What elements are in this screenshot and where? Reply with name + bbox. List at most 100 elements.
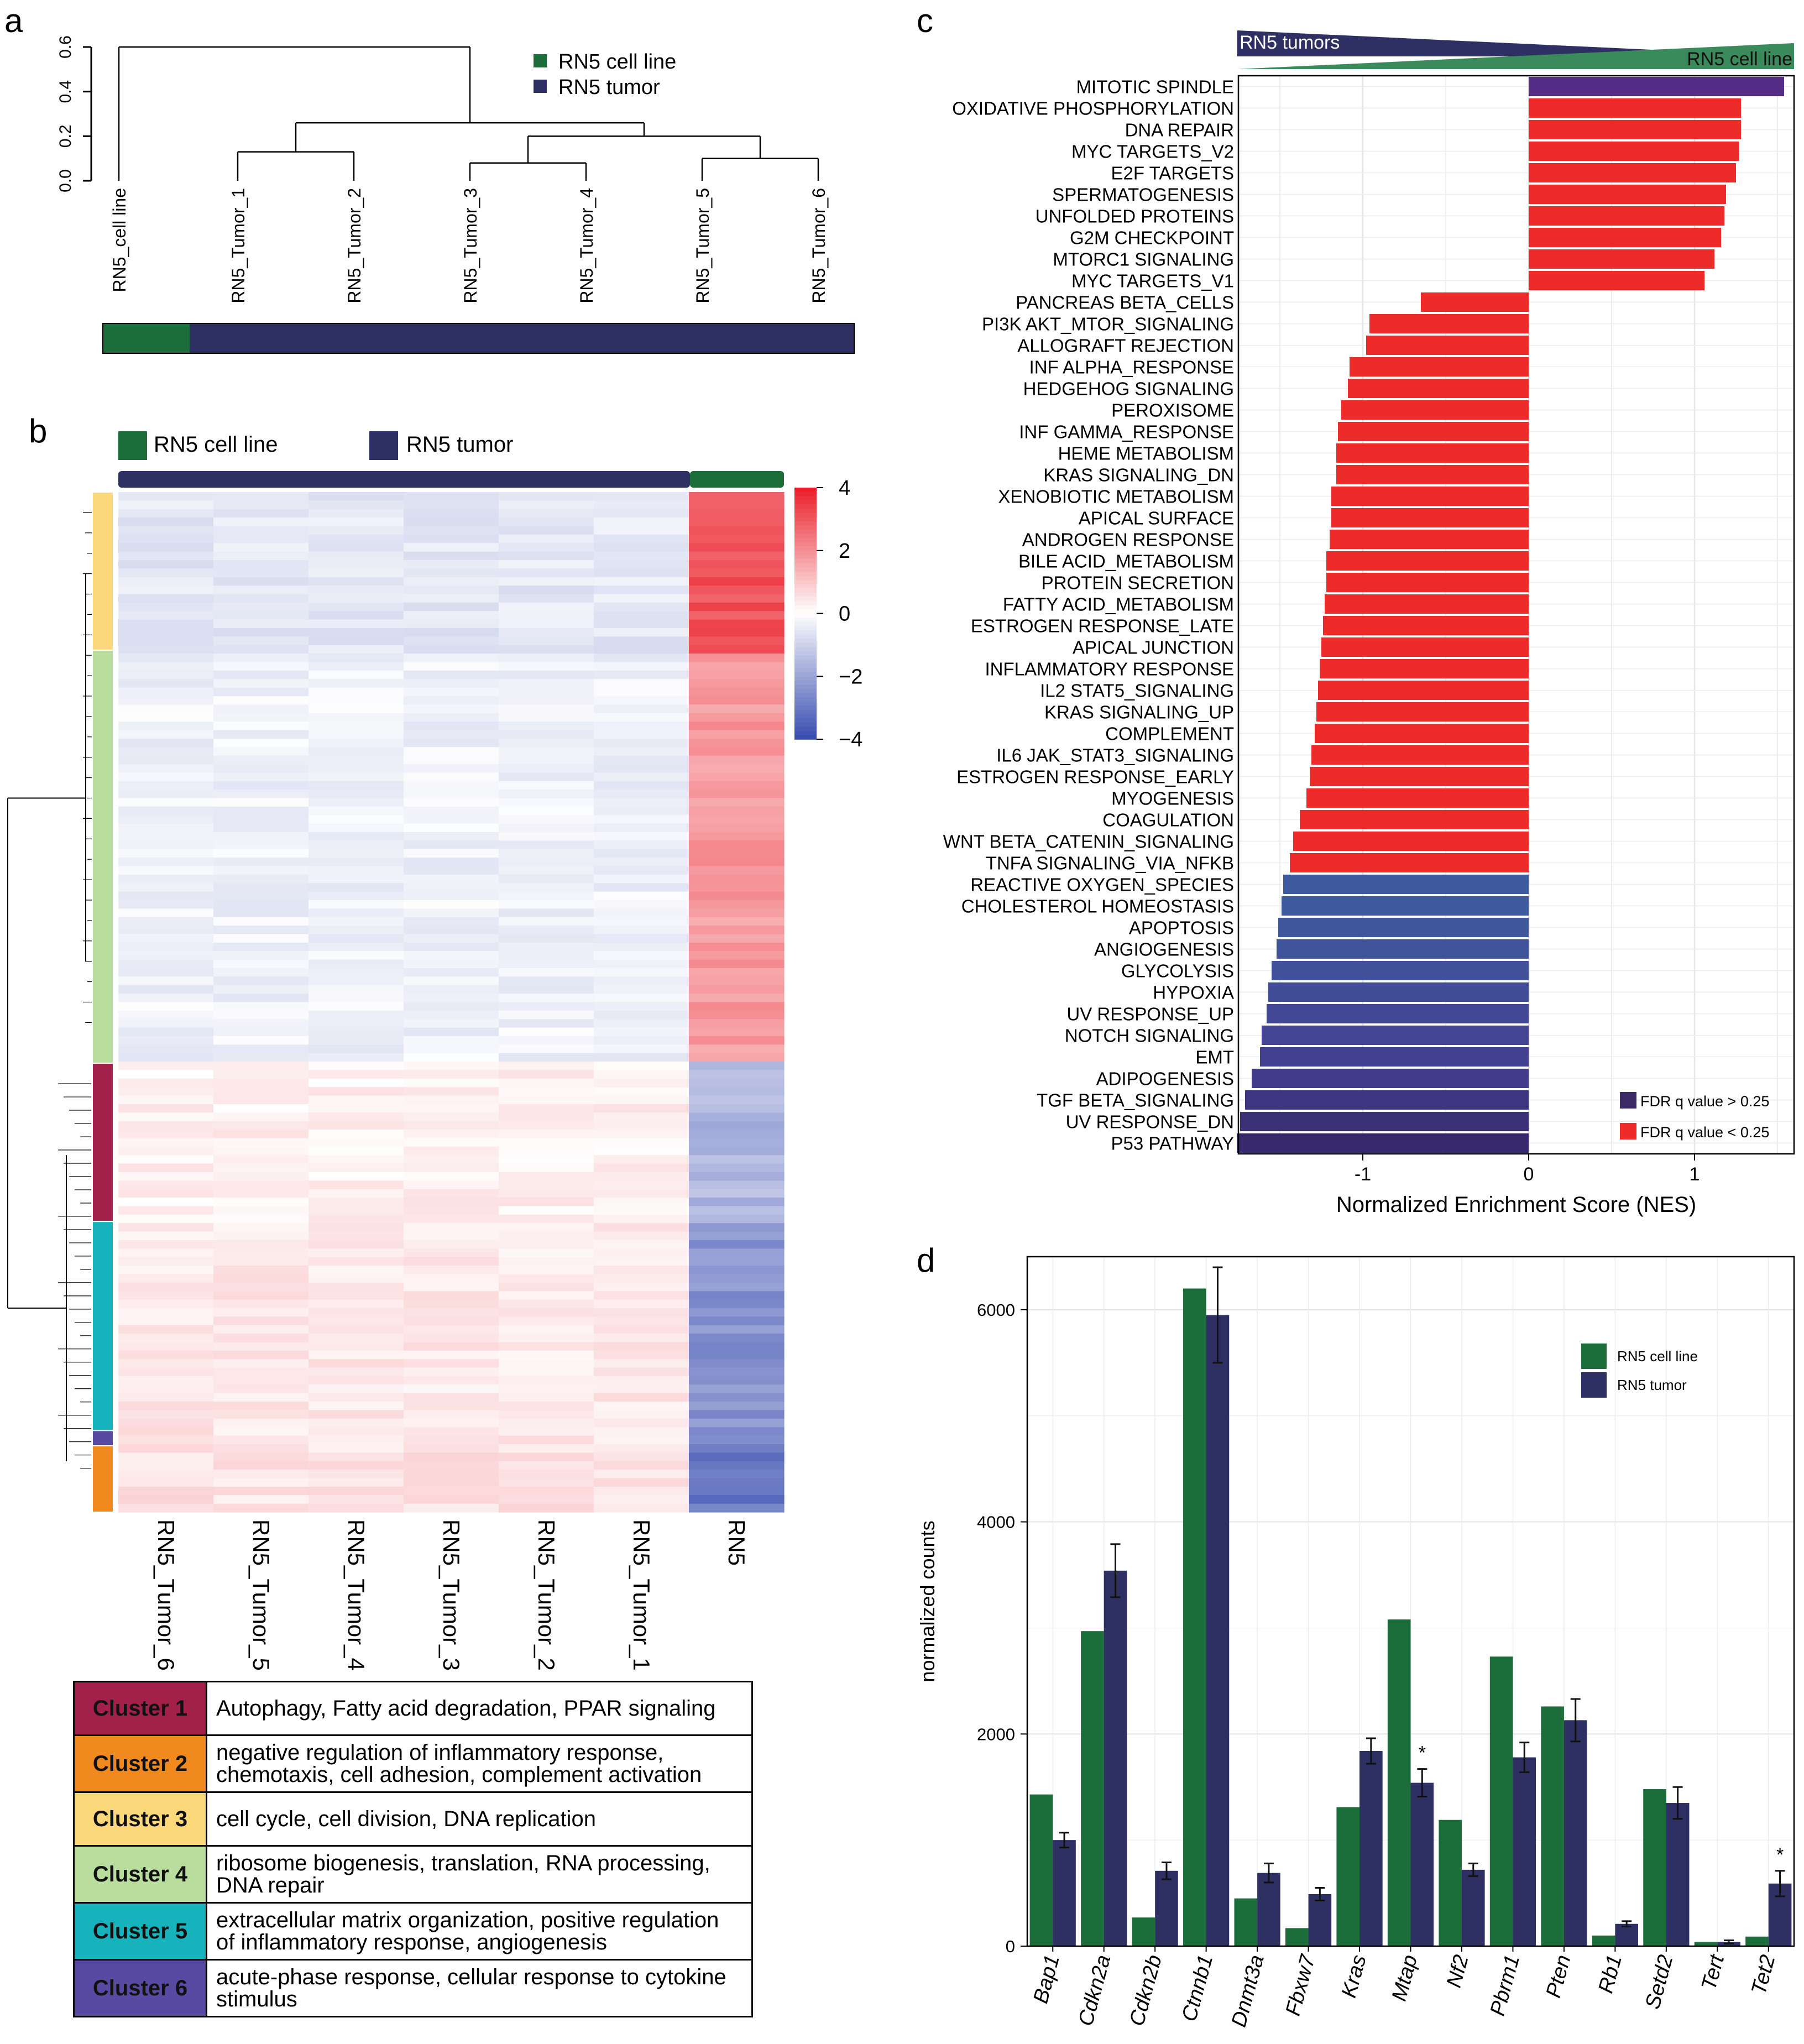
heatmap-cell [499,1231,594,1241]
heatmap-cell [594,1461,689,1470]
heatmap-cell [689,951,785,960]
leaf-label: RN5_Tumor_4 [577,188,597,304]
pathway-label: INF ALPHA_RESPONSE [1029,357,1234,378]
heatmap-cell [404,738,499,747]
heatmap-cell [594,1223,689,1232]
heatmap-cell [594,1198,689,1207]
heatmap-cell [118,1452,214,1462]
heatmap-cell [499,1266,594,1275]
pathway-label: PI3K AKT_MTOR_SIGNALING [982,314,1234,334]
count-bar [1745,1936,1769,1946]
heatmap-cell [404,500,499,510]
heatmap-cell [404,1172,499,1181]
heatmap-cell [689,985,785,994]
heatmap-cell [689,1010,785,1020]
heatmap-cell [499,1062,594,1071]
leaf-label: RN5_Tumor_6 [809,188,829,304]
heatmap-cell [213,704,309,714]
heatmap-cell [499,934,594,943]
heatmap-cell [689,1367,785,1377]
nes-bar [1330,529,1529,550]
heatmap-cell [499,654,594,663]
heatmap-cell [213,1180,309,1190]
heatmap-cell [404,858,499,867]
heatmap-cell [689,1410,785,1419]
heatmap-cell [308,1130,404,1139]
colorbar-step [794,680,817,686]
gene-label: Setd2 [1641,1952,1677,2011]
colorbar-step [794,584,817,589]
heatmap-cell [594,840,689,850]
heatmap-cell [689,1402,785,1411]
heatmap-cell [404,1308,499,1317]
heatmap-cell [499,1180,594,1190]
heatmap-cell [594,628,689,637]
cluster-row: Cluster 6 acute-phase response, cellular … [73,1959,753,2017]
counts-plot-area: 0 2000 4000 6000 Bap1 Cdkn2a Cdkn2b Ctnnb1 Dnmt3… [916,1256,1795,2030]
heatmap-cell [404,1078,499,1088]
nes-bar [1369,313,1529,334]
heatmap-cell [118,959,214,969]
heatmap-cell [404,568,499,578]
heatmap-cell [594,866,689,875]
colorbar-step [794,718,817,723]
counts-legend-label: RN5 tumor [1617,1377,1687,1393]
nes-bar [1331,486,1529,506]
nes-bar [1529,76,1784,97]
cluster-description-cell: ribosome biogenesis, translation, RNA pr… [206,1845,753,1904]
heatmap-cell [213,985,309,994]
heatmap-cell [689,823,785,833]
x-tick-label: 1 [1690,1164,1700,1185]
heatmap-cell [689,1291,785,1300]
colorbar-step [794,639,817,644]
heatmap-cell [213,891,309,901]
heatmap-cell [689,619,785,629]
pathway-label: NOTCH SIGNALING [1065,1026,1234,1046]
heatmap-cell [689,806,785,815]
heatmap-cell [594,917,689,926]
heatmap-cell [594,619,689,629]
heatmap-cell [499,1087,594,1096]
cluster-sidebar-segment [92,1445,114,1513]
colorbar-step [794,689,817,694]
heatmap-cell [689,849,785,858]
heatmap-cell [213,994,309,1003]
heatmap-cell [213,874,309,884]
heatmap-cell [118,883,214,892]
heatmap-cell [404,619,499,629]
heatmap-cell [404,747,499,756]
colorbar-step [794,496,817,501]
heatmap-cell [689,500,785,510]
gene-label: Cdkn2b [1125,1952,1166,2028]
heatmap-cell [118,1486,214,1496]
pathway-label: HEDGEHOG SIGNALING [1023,379,1234,399]
cluster-name-cell: Cluster 3 [73,1791,207,1847]
heatmap-cell [499,840,594,850]
heatmap-cell [594,1062,689,1071]
heatmap-cell [499,1070,594,1079]
heatmap-cell [308,1155,404,1164]
heatmap-cell [499,806,594,815]
heatmap-cell [308,959,404,969]
heatmap-cell [308,1384,404,1394]
heatmap-cell [594,1240,689,1249]
heatmap-cell [594,526,689,535]
heatmap-cell [308,1172,404,1181]
heatmap-cell [689,713,785,722]
heatmap-cell [689,968,785,977]
heatmap-cell [404,994,499,1003]
heatmap-cell [308,1121,404,1130]
heatmap-cell [308,1367,404,1377]
nes-bar [1315,723,1529,744]
heatmap-cell [499,1350,594,1360]
heatmap-cell [594,577,689,586]
heatmap-cell [308,1070,404,1079]
colorbar-step [794,676,817,681]
cluster-description-cell: Autophagy, Fatty acid degradation, PPAR … [206,1681,753,1736]
heatmap-cell [594,883,689,892]
heatmap-cell [499,500,594,510]
nes-bar [1311,745,1529,765]
heatmap-cell [689,1087,785,1096]
count-bar [1643,1789,1666,1946]
heatmap-cell [689,1044,785,1054]
